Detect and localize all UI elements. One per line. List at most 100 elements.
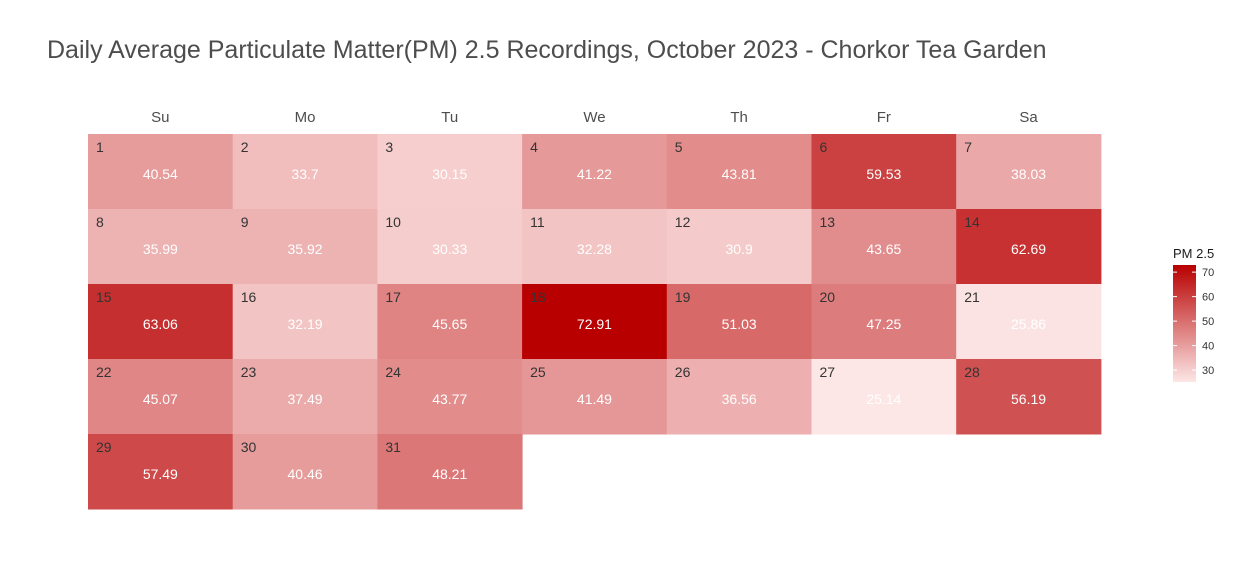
legend-tick-label: 70: [1202, 267, 1214, 279]
day-cell: 11 32.28: [522, 209, 668, 285]
day-number: 29: [96, 439, 112, 455]
day-cell: 233.7: [232, 134, 378, 210]
day-cell: 16 32.19: [232, 284, 378, 360]
day-cell: 659.53: [811, 134, 957, 210]
day-number: 24: [385, 364, 401, 380]
day-value: 37.49: [288, 391, 323, 407]
day-number: 4: [530, 139, 538, 155]
day-cell-fill: [956, 359, 1102, 435]
day-number: 7: [964, 139, 972, 155]
day-cell-fill: [88, 209, 234, 285]
day-number: 13: [820, 214, 836, 230]
day-number: 2: [241, 139, 249, 155]
day-value: 43.65: [866, 241, 901, 257]
day-cell: 543.81: [666, 134, 812, 210]
day-value: 62.69: [1011, 241, 1046, 257]
day-cell-fill: [811, 209, 957, 285]
day-cell-fill: [232, 209, 378, 285]
day-cell-fill: [232, 434, 378, 510]
day-cell: 738.03: [956, 134, 1102, 210]
day-cell-fill: [956, 209, 1102, 285]
day-cell: 18 72.91: [522, 284, 668, 360]
legend-tick-label: 50: [1202, 316, 1214, 328]
day-cell-fill: [88, 134, 234, 210]
day-cell: 935.92: [232, 209, 378, 285]
legend-color-bar: [1173, 265, 1196, 382]
weekday-label: Su: [151, 109, 169, 126]
day-cell-fill: [232, 284, 378, 360]
day-cell: 19 51.03: [666, 284, 812, 360]
day-cell: 22 45.07: [88, 359, 234, 435]
day-value: 38.03: [1011, 166, 1046, 182]
day-cell-fill: [522, 284, 668, 360]
day-number: 27: [820, 364, 836, 380]
weekday-label: We: [583, 109, 605, 126]
day-number: 16: [241, 289, 257, 305]
day-cell: 29 57.49: [88, 434, 234, 510]
day-cell-fill: [811, 359, 957, 435]
day-cell: 12 30.9: [666, 209, 812, 285]
color-legend: PM 2.5 70 60 50 40 30: [1173, 246, 1214, 382]
day-cell-fill: [811, 284, 957, 360]
day-value: 72.91: [577, 316, 612, 332]
day-value: 43.81: [722, 166, 757, 182]
legend-tick-label: 60: [1202, 292, 1214, 304]
day-number: 8: [96, 214, 104, 230]
day-cell: 26 36.56: [666, 359, 812, 435]
day-number: 31: [385, 439, 401, 455]
day-number: 5: [675, 139, 683, 155]
day-value: 30.33: [432, 241, 467, 257]
day-number: 19: [675, 289, 691, 305]
day-value: 25.86: [1011, 316, 1046, 332]
day-cell: 24 43.77: [377, 359, 523, 435]
day-number: 30: [241, 439, 257, 455]
day-value: 51.03: [722, 316, 757, 332]
day-value: 25.14: [866, 391, 901, 407]
day-number: 23: [241, 364, 257, 380]
day-value: 45.07: [143, 391, 178, 407]
day-cell: 30 40.46: [232, 434, 378, 510]
day-cell-fill: [232, 359, 378, 435]
day-value: 57.49: [143, 466, 178, 482]
day-cell-fill: [522, 359, 668, 435]
day-value: 47.25: [866, 316, 901, 332]
day-cell-fill: [956, 284, 1102, 360]
day-value: 32.19: [288, 316, 323, 332]
day-cell-fill: [377, 359, 523, 435]
day-cell: 28 56.19: [956, 359, 1102, 435]
day-cell: 20 47.25: [811, 284, 957, 360]
day-cell-fill: [377, 209, 523, 285]
day-number: 3: [385, 139, 393, 155]
day-number: 26: [675, 364, 691, 380]
day-number: 1: [96, 139, 104, 155]
legend-title: PM 2.5: [1173, 246, 1214, 261]
day-cell: 330.15: [377, 134, 523, 210]
day-value: 30.9: [726, 241, 753, 257]
day-number: 21: [964, 289, 980, 305]
day-cell: 17 45.65: [377, 284, 523, 360]
day-value: 56.19: [1011, 391, 1046, 407]
day-number: 18: [530, 289, 546, 305]
day-number: 15: [96, 289, 112, 305]
day-value: 33.7: [291, 166, 318, 182]
day-cell-fill: [522, 209, 668, 285]
day-value: 36.56: [722, 391, 757, 407]
day-value: 41.22: [577, 166, 612, 182]
day-cell-fill: [811, 134, 957, 210]
day-cell-fill: [377, 284, 523, 360]
day-number: 14: [964, 214, 980, 230]
weekday-label: Th: [730, 109, 748, 126]
day-number: 6: [820, 139, 828, 155]
day-cell-fill: [377, 134, 523, 210]
weekday-label: Fr: [877, 109, 891, 126]
weekday-header: Su Mo Tu We Th Fr Sa: [151, 109, 1038, 126]
day-number: 11: [530, 214, 545, 230]
day-cell: 14 62.69: [956, 209, 1102, 285]
day-cell-fill: [232, 134, 378, 210]
day-value: 30.15: [432, 166, 467, 182]
day-cell-fill: [88, 284, 234, 360]
day-value: 35.99: [143, 241, 178, 257]
weekday-label: Mo: [295, 109, 316, 126]
day-cell: 13 43.65: [811, 209, 957, 285]
